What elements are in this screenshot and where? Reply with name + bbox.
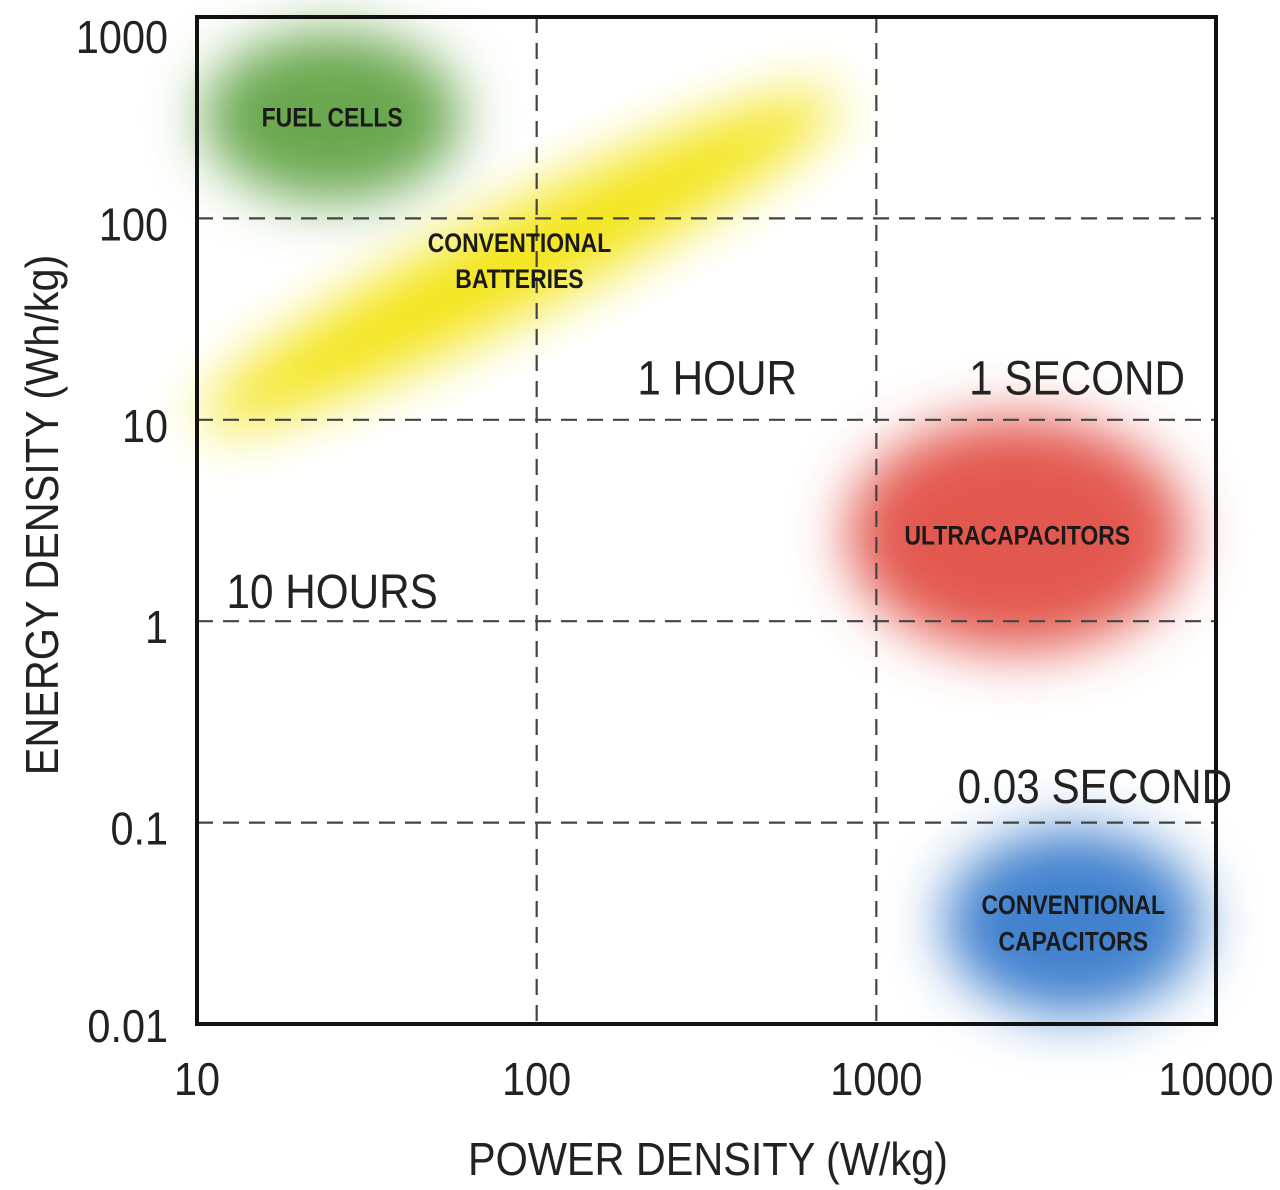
region-conventional-batteries <box>200 92 839 429</box>
x-tick-label: 100 <box>502 1054 571 1106</box>
y-tick-label: 0.01 <box>87 1001 168 1053</box>
y-tick-label: 0.1 <box>110 804 168 856</box>
y-tick-label: 10 <box>122 401 168 453</box>
region-label-conventional-capacitors: CONVENTIONAL <box>981 891 1165 921</box>
annotation-label: 10 HOURS <box>227 564 438 618</box>
region-label-fuel-cells: FUEL CELLS <box>262 103 403 133</box>
y-tick-label: 100 <box>99 199 168 251</box>
x-axis-title: POWER DENSITY (W/kg) <box>468 1134 948 1186</box>
y-axis-title: ENERGY DENSITY (Wh/kg) <box>17 255 69 776</box>
region-label-conventional-batteries: CONVENTIONAL <box>428 229 612 259</box>
x-tick-label: 10 <box>174 1054 220 1106</box>
region-label-ultracapacitors: ULTRACAPACITORS <box>904 521 1130 551</box>
x-tick-label: 1000 <box>830 1054 922 1106</box>
regions-layer <box>200 32 1203 1015</box>
y-tick-label: 1000 <box>76 12 168 64</box>
labels-layer: FUEL CELLS CONVENTIONAL BATTERIES ULTRACAPA… <box>262 103 1165 957</box>
region-label-conventional-capacitors: CAPACITORS <box>998 927 1148 957</box>
region-ultracapacitors <box>847 417 1188 652</box>
annotation-label: 1 SECOND <box>969 351 1185 405</box>
annotation-label: 1 HOUR <box>637 351 797 405</box>
ticks-layer: 10 100 1000 10000 1000 100 10 1 0.1 0.01 <box>76 12 1274 1106</box>
y-tick-label: 1 <box>145 602 168 654</box>
x-tick-label: 10000 <box>1158 1054 1273 1106</box>
annotation-label: 0.03 SECOND <box>958 760 1233 814</box>
region-conventional-capacitors <box>944 829 1203 1015</box>
annotations-layer: 1 HOUR 1 SECOND 10 HOURS 0.03 SECOND <box>227 351 1233 814</box>
plot-frame <box>195 15 1218 1026</box>
grid-layer <box>197 17 1216 1024</box>
region-fuel-cells <box>203 32 462 202</box>
region-label-conventional-batteries: BATTERIES <box>455 265 583 295</box>
